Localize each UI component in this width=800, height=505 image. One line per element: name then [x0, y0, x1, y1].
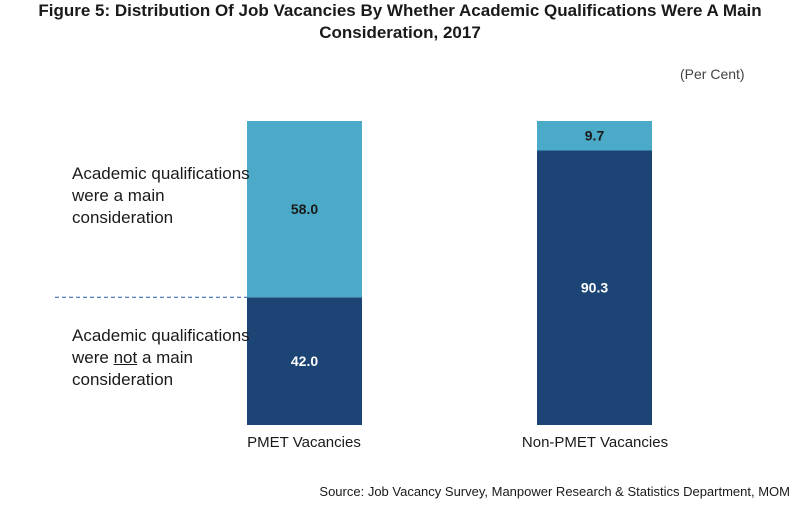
bar-non-pmet-not-main [537, 150, 652, 425]
data-label-non-pmet-not-main: 90.3 [581, 280, 608, 296]
annotation-emphasis-not: not [113, 348, 138, 367]
source-note: Source: Job Vacancy Survey, Manpower Res… [319, 484, 790, 499]
data-label-non-pmet-main: 9.7 [585, 128, 605, 144]
bar-pmet-not-main [247, 297, 362, 425]
annotation-text-before: Academic qualifications were [72, 326, 250, 367]
data-label-pmet-main: 58.0 [291, 201, 318, 217]
category-label-non-pmet: Non-PMET Vacancies [521, 434, 669, 451]
chart-title-line-2: Consideration, 2017 [319, 23, 481, 42]
unit-label: (Per Cent) [680, 66, 745, 82]
data-label-pmet-not-main: 42.0 [291, 353, 318, 369]
category-label-pmet: PMET Vacancies [247, 434, 361, 451]
bar-pmet-main [247, 121, 362, 298]
annotation-not-main-consideration: Academic qualifications were not a main … [72, 325, 252, 391]
chart-title: Figure 5: Distribution Of Job Vacancies … [0, 0, 800, 44]
bar-non-pmet-main [537, 121, 652, 151]
annotation-main-consideration: Academic qualifications were a main cons… [72, 164, 250, 227]
annotation-text-after: a main consideration [72, 348, 193, 389]
chart-title-line-1: Figure 5: Distribution Of Job Vacancies … [38, 1, 762, 20]
